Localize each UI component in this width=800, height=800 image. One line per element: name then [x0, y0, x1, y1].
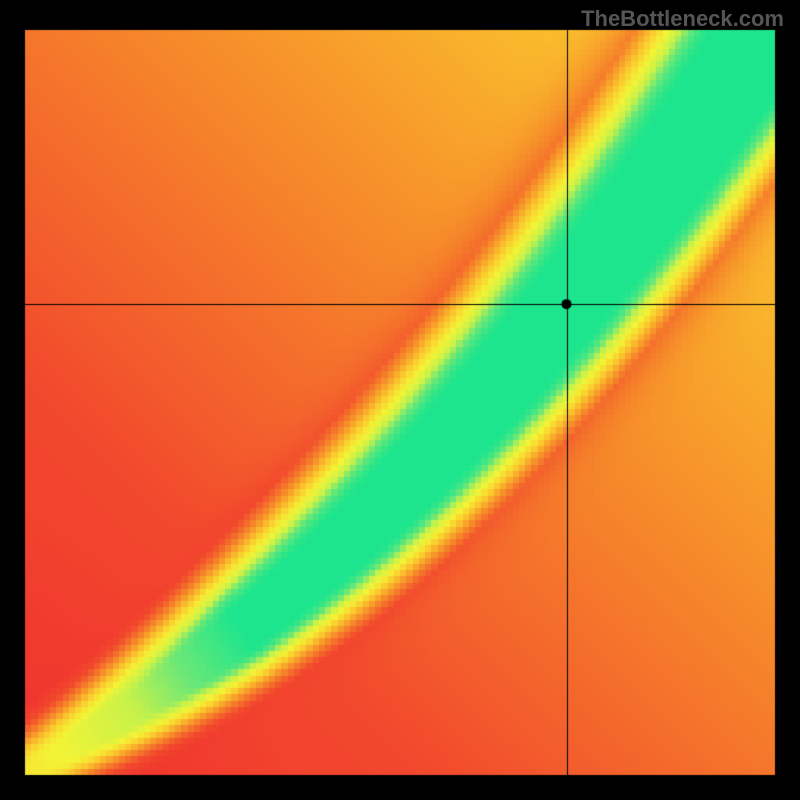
- source-watermark: TheBottleneck.com: [581, 6, 784, 32]
- bottleneck-heatmap: [0, 0, 800, 800]
- chart-container: TheBottleneck.com: [0, 0, 800, 800]
